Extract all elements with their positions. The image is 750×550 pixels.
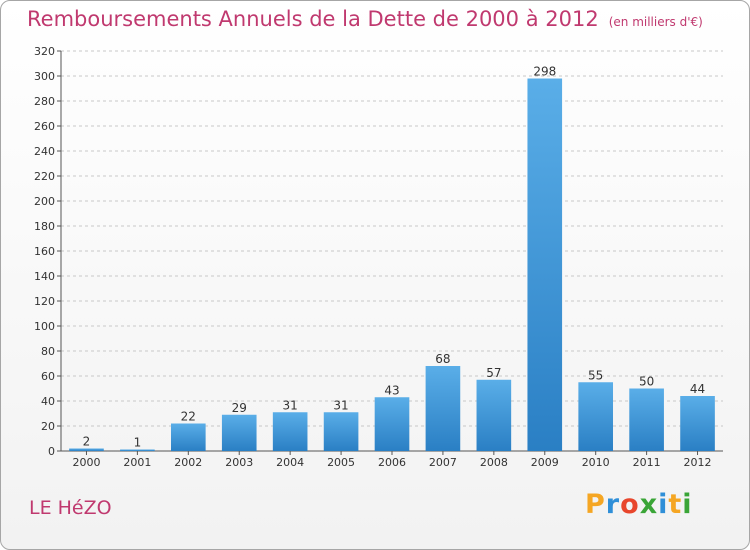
bar-value-label: 298 <box>533 65 556 79</box>
x-tick-label: 2003 <box>225 456 253 469</box>
y-tick-label: 80 <box>41 345 55 358</box>
y-tick-label: 100 <box>34 320 55 333</box>
y-tick-label: 320 <box>34 45 55 58</box>
x-tick-label: 2004 <box>276 456 304 469</box>
bar <box>323 412 359 451</box>
y-tick-label: 260 <box>34 120 55 133</box>
x-tick-label: 2011 <box>633 456 661 469</box>
bar-value-label: 29 <box>232 401 247 415</box>
bar-value-label: 44 <box>690 382 705 396</box>
bar <box>680 396 715 451</box>
chart-title: Remboursements Annuels de la Dette de 20… <box>27 7 703 31</box>
bar <box>425 366 461 451</box>
bar <box>120 449 155 451</box>
bar <box>272 412 308 451</box>
y-tick-label: 0 <box>48 445 55 458</box>
bar <box>527 78 563 451</box>
x-tick-label: 2009 <box>531 456 559 469</box>
x-tick-label: 2002 <box>174 456 202 469</box>
labels: 0 20 40 60 80 100 120 140 160 180 200 220 240 260 280 3… <box>34 45 712 469</box>
y-tick-label: 40 <box>41 395 55 408</box>
bar-value-label: 1 <box>134 436 142 450</box>
bar-value-label: 22 <box>181 410 196 424</box>
x-tick-label: 2010 <box>582 456 610 469</box>
proxiti-logo[interactable]: Proxiti <box>585 489 693 520</box>
y-tick-label: 20 <box>41 420 55 433</box>
logo-letter: i <box>682 489 693 520</box>
bar <box>69 448 104 451</box>
y-tick-label: 300 <box>34 70 55 83</box>
logo-letter: r <box>605 489 621 520</box>
y-tick-label: 60 <box>41 370 55 383</box>
y-tick-label: 280 <box>34 95 55 108</box>
bar-value-label: 50 <box>639 375 654 389</box>
x-tick-label: 2006 <box>378 456 406 469</box>
bar-value-label: 2 <box>83 435 91 449</box>
bars <box>69 78 715 451</box>
bar-value-label: 31 <box>283 398 298 412</box>
x-tick-label: 2005 <box>327 456 355 469</box>
bar <box>476 379 512 451</box>
logo-letter: i <box>658 489 669 520</box>
y-tick-label: 140 <box>34 270 55 283</box>
bar <box>170 423 206 451</box>
bar-value-label: 31 <box>333 398 348 412</box>
chart-unit-note: (en milliers d'€) <box>608 15 703 29</box>
bar-value-label: 55 <box>588 368 603 382</box>
bar-value-label: 68 <box>435 352 450 366</box>
x-tick-label: 2008 <box>480 456 508 469</box>
y-tick-label: 180 <box>34 220 55 233</box>
logo-letter: x <box>639 489 659 520</box>
commune-name: LE HéZO <box>29 497 112 519</box>
bar <box>629 388 664 451</box>
bar-value-label: 43 <box>384 383 399 397</box>
bar <box>374 397 410 451</box>
logo-letter: P <box>585 489 606 520</box>
x-tick-label: 2001 <box>123 456 151 469</box>
bar <box>578 382 614 451</box>
x-tick-label: 2007 <box>429 456 457 469</box>
logo-letter: t <box>668 489 683 520</box>
y-tick-label: 120 <box>34 295 55 308</box>
y-tick-label: 160 <box>34 245 55 258</box>
x-tick-label: 2000 <box>72 456 100 469</box>
y-tick-label: 200 <box>34 195 55 208</box>
y-tick-label: 220 <box>34 170 55 183</box>
y-tick-label: 240 <box>34 145 55 158</box>
logo-letter: o <box>620 489 640 520</box>
grid-lines <box>61 50 723 427</box>
bar <box>221 414 257 451</box>
chart-title-main: Remboursements Annuels de la Dette de 20… <box>27 7 599 31</box>
bar-value-label: 57 <box>486 366 501 380</box>
x-tick-label: 2012 <box>684 456 712 469</box>
